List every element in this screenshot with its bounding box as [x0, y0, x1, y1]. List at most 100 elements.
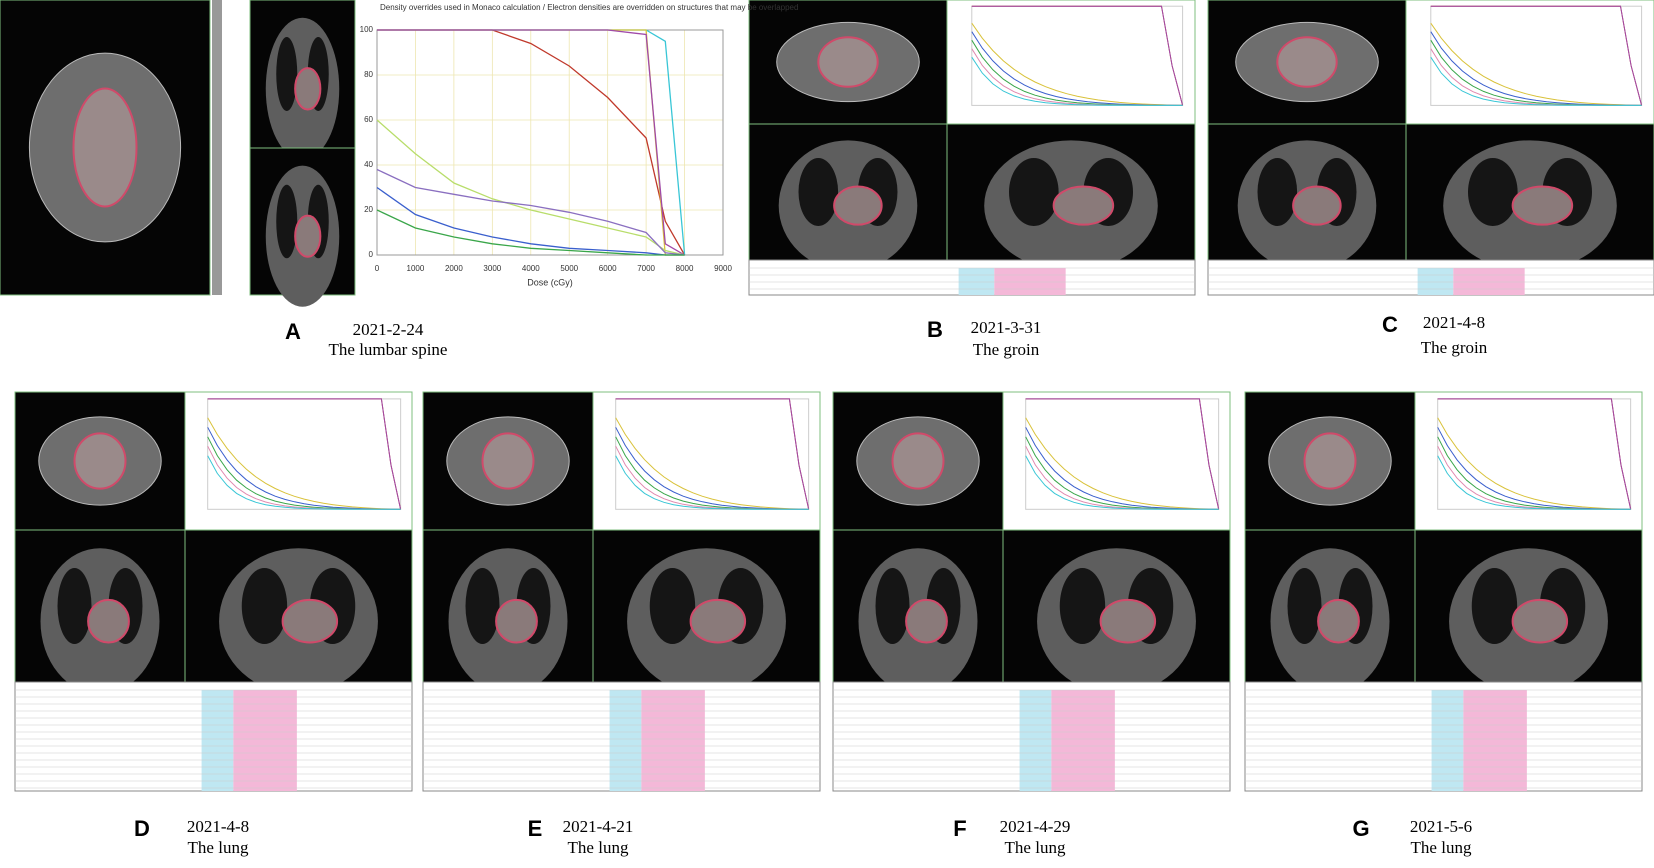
y-tick-label: 0: [369, 250, 374, 259]
organ: [1276, 36, 1338, 88]
lung: [1471, 568, 1518, 644]
dvh-curve: [1437, 417, 1631, 510]
panel-date: 2021-4-8: [1423, 313, 1485, 332]
lung: [276, 184, 298, 259]
panel-date: 2021-5-6: [1410, 817, 1472, 836]
target: [1052, 185, 1115, 226]
panel-site: The lumbar spine: [329, 340, 448, 359]
lung: [649, 568, 696, 644]
target: [833, 185, 883, 226]
y-tick-label: 60: [364, 115, 373, 124]
dvh-curve: [207, 398, 402, 510]
organ: [1303, 432, 1357, 490]
table-col: [1431, 690, 1464, 791]
table-col: [958, 268, 995, 295]
organ: [72, 87, 138, 208]
lung: [465, 568, 500, 644]
target: [1099, 598, 1157, 644]
table-col: [1463, 690, 1527, 791]
target: [689, 598, 747, 644]
organ: [481, 432, 535, 490]
table-col: [1453, 268, 1525, 295]
organ: [817, 36, 879, 88]
dvh-curve: [1430, 5, 1643, 106]
dvh-curve: [1025, 455, 1219, 510]
x-tick-label: 1000: [407, 264, 425, 273]
target: [87, 598, 130, 644]
target: [495, 598, 538, 644]
table-col: [1051, 690, 1115, 791]
organ: [891, 432, 945, 490]
panel-site: The lung: [1005, 838, 1066, 857]
panel-date: 2021-4-21: [563, 817, 634, 836]
panel-site: The lung: [188, 838, 249, 857]
dvh-line: [376, 209, 685, 256]
panel-letter: C: [1382, 312, 1398, 337]
lung: [57, 568, 92, 644]
organ: [73, 432, 127, 490]
x-tick-label: 7000: [637, 264, 655, 273]
panel-date: 2021-2-24: [353, 320, 424, 339]
table-col: [233, 690, 297, 791]
x-axis-title: Dose (cGy): [527, 277, 573, 287]
table-col: [1019, 690, 1052, 791]
dvh-curve: [615, 455, 809, 510]
x-tick-label: 5000: [560, 264, 578, 273]
x-tick-label: 4000: [522, 264, 540, 273]
lung: [1287, 568, 1322, 644]
target: [1511, 185, 1574, 226]
panel-letter: A: [285, 319, 301, 344]
dvh-line: [376, 119, 685, 256]
x-tick-label: 8000: [676, 264, 694, 273]
dvh-line: [376, 168, 685, 256]
panel-letter: D: [134, 816, 150, 841]
target: [1317, 598, 1360, 644]
panel-site: The lung: [1411, 838, 1472, 857]
table-col: [641, 690, 705, 791]
table-col: [201, 690, 234, 791]
y-tick-label: 40: [364, 160, 373, 169]
dvh-curve: [615, 398, 810, 510]
dvh-line: [376, 186, 685, 256]
lung: [1009, 158, 1059, 226]
x-tick-label: 2000: [445, 264, 463, 273]
x-tick-label: 9000: [714, 264, 732, 273]
panel-site: The groin: [973, 340, 1040, 359]
dvh-curve: [615, 417, 809, 510]
table-col: [1417, 268, 1454, 295]
lung: [1059, 568, 1106, 644]
lung: [276, 37, 298, 111]
dvh-curve: [1025, 398, 1220, 510]
dvh-curve: [1437, 455, 1631, 510]
dvh-curve: [971, 56, 1183, 106]
target: [1511, 598, 1569, 644]
panel-date: 2021-4-29: [1000, 817, 1071, 836]
x-tick-label: 0: [375, 264, 380, 273]
dvh-line: [377, 29, 685, 256]
panel-site: The lung: [568, 838, 629, 857]
dvh-curve: [207, 455, 401, 510]
target: [281, 598, 339, 644]
dvh-curve: [971, 5, 1184, 106]
panel-site: The groin: [1421, 338, 1488, 357]
target: [294, 67, 322, 111]
panel-date: 2021-4-8: [187, 817, 249, 836]
table-col: [609, 690, 642, 791]
panel-letter: F: [953, 816, 966, 841]
y-tick-label: 100: [360, 25, 374, 34]
table-col: [994, 268, 1066, 295]
target: [294, 214, 322, 258]
x-tick-label: 6000: [599, 264, 617, 273]
lung: [798, 158, 839, 226]
panel-letter: E: [528, 816, 543, 841]
target: [1292, 185, 1342, 226]
dvh-curve: [971, 22, 1183, 106]
panel-letter: B: [927, 317, 943, 342]
lung: [1257, 158, 1298, 226]
dvh-curve: [207, 417, 401, 510]
lung: [241, 568, 288, 644]
dvh-curve: [1437, 398, 1632, 510]
dvh-curve: [1430, 22, 1642, 106]
